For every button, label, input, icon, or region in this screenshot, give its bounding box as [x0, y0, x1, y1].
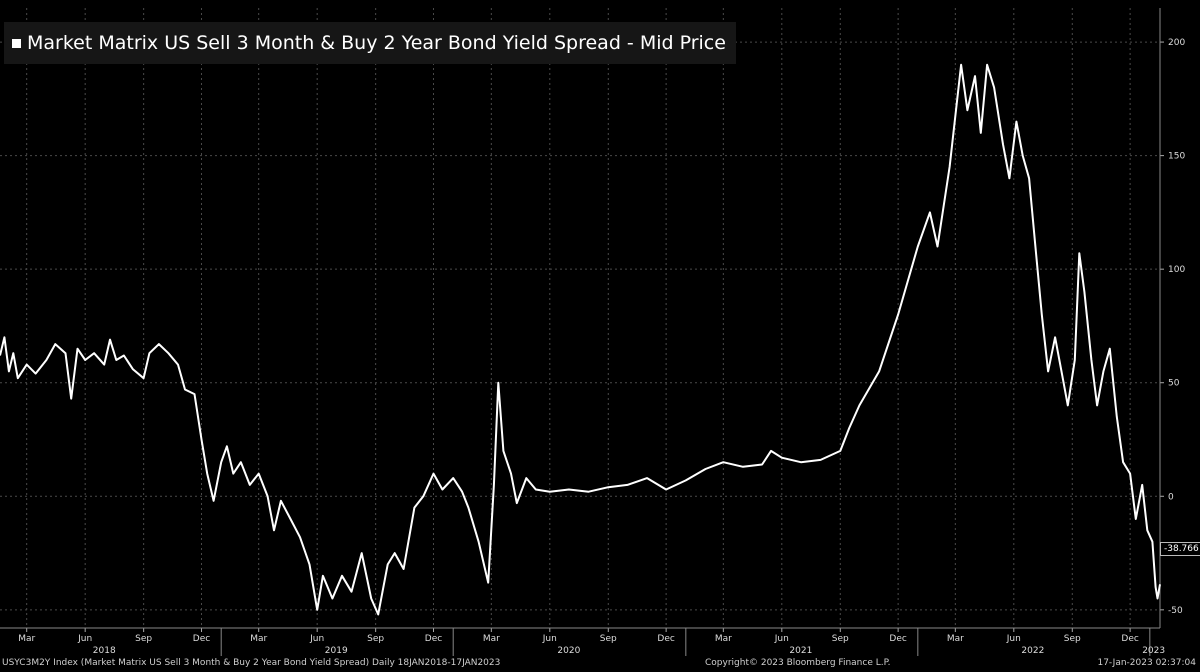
x-tick-label: Mar: [715, 634, 732, 644]
x-tick-label: Dec: [889, 634, 906, 644]
x-tick-label: Jun: [309, 634, 324, 644]
x-tick-label: Sep: [1064, 634, 1081, 644]
last-value-tag: -38.766: [1160, 542, 1200, 556]
year-label: 2022: [1021, 646, 1044, 656]
x-tick-label: Dec: [193, 634, 210, 644]
footer-copyright: Copyright© 2023 Bloomberg Finance L.P.: [705, 658, 891, 668]
x-tick-label: Mar: [483, 634, 500, 644]
x-tick-label: Jun: [774, 634, 789, 644]
x-tick-label: Sep: [367, 634, 384, 644]
legend-swatch: [12, 38, 21, 48]
y-tick-label: -50: [1168, 606, 1183, 616]
legend: Market Matrix US Sell 3 Month & Buy 2 Ye…: [4, 22, 736, 64]
legend-title: Market Matrix US Sell 3 Month & Buy 2 Ye…: [27, 32, 726, 54]
y-tick-label: 50: [1168, 379, 1180, 389]
y-tick-label: 100: [1168, 265, 1185, 275]
x-tick-label: Jun: [77, 634, 92, 644]
series-line: [0, 63, 1161, 616]
x-tick-label: Dec: [425, 634, 442, 644]
year-label: 2018: [93, 646, 116, 656]
x-tick-label: Jun: [542, 634, 557, 644]
x-tick-label: Mar: [947, 634, 964, 644]
axes: -50 0 50 100 150 200 Mar Jun Sep Dec Mar Jun Sep Dec M…: [0, 8, 1185, 656]
year-label: 2021: [789, 646, 812, 656]
x-tick-label: Sep: [832, 634, 849, 644]
y-tick-label: 200: [1168, 38, 1185, 48]
footer-timestamp: 17-Jan-2023 02:37:04: [1097, 658, 1196, 668]
x-tick-label: Sep: [600, 634, 617, 644]
x-tick-label: Sep: [135, 634, 152, 644]
x-tick-label: Jun: [1006, 634, 1021, 644]
footer-index-description: USYC3M2Y Index (Market Matrix US Sell 3 …: [2, 658, 501, 668]
grid-lines: [0, 8, 1160, 628]
y-tick-label: 0: [1168, 492, 1174, 502]
x-tick-label: Mar: [18, 634, 35, 644]
x-tick-label: Dec: [1121, 634, 1138, 644]
year-label: 2023: [1142, 646, 1165, 656]
x-tick-label: Dec: [657, 634, 674, 644]
x-tick-label: Mar: [250, 634, 267, 644]
year-label: 2020: [557, 646, 580, 656]
y-tick-label: 150: [1168, 152, 1185, 162]
year-label: 2019: [325, 646, 348, 656]
